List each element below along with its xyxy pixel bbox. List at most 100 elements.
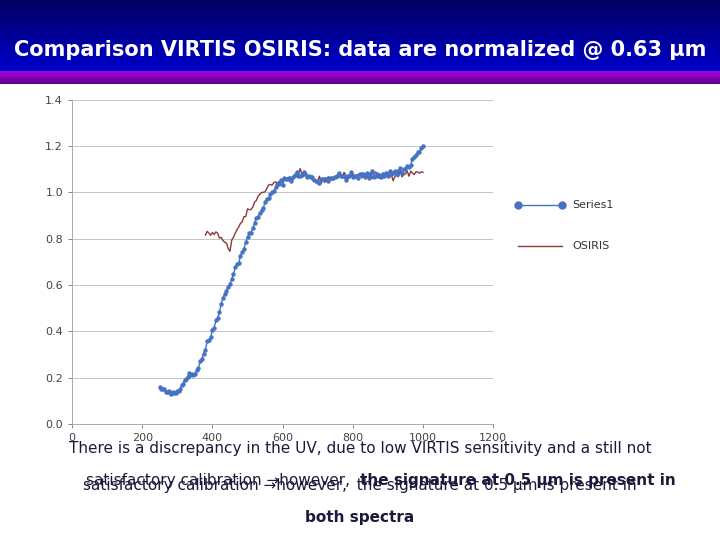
Series1 (280, 175, 289, 181)
OSIRIS (225, 248, 234, 255)
Bar (0, 71, 720, 72)
Bar (0, 76, 720, 77)
Bar (0, 15, 720, 16)
Bar (0, 16, 720, 17)
Bar (0, 70, 720, 71)
Bar (0, 47, 720, 48)
Series1 (412, 152, 420, 158)
Bar (0, 63, 720, 64)
Bar (0, 83, 720, 84)
OSIRIS (340, 169, 348, 176)
Bar (0, 22, 720, 23)
Series1 (419, 143, 428, 149)
Text: OSIRIS: OSIRIS (572, 241, 610, 251)
Text: satisfactory calibration →however,: satisfactory calibration →however, (86, 473, 360, 488)
Bar (0, 8, 720, 9)
Bar (0, 1, 720, 2)
Text: both spectra: both spectra (305, 510, 415, 525)
Bar (0, 82, 720, 83)
Text: There is a discrepancy in the UV, due to low VIRTIS sensitivity and a still not: There is a discrepancy in the UV, due to… (68, 441, 652, 456)
OSIRIS (419, 169, 428, 176)
OSIRIS (201, 232, 210, 238)
Bar (0, 36, 720, 37)
Bar (0, 23, 720, 24)
Bar (0, 31, 720, 32)
Series1 (338, 173, 346, 179)
Bar (0, 40, 720, 41)
Bar (0, 33, 720, 34)
Bar (0, 55, 720, 56)
OSIRIS (259, 189, 268, 195)
Bar (0, 53, 720, 55)
Bar (0, 18, 720, 19)
Bar (0, 19, 720, 21)
Bar (0, 66, 720, 67)
OSIRIS (253, 193, 262, 200)
Series1 (167, 391, 176, 397)
Bar (0, 41, 720, 42)
Bar (0, 50, 720, 51)
Bar (0, 48, 720, 49)
Text: Series1: Series1 (572, 200, 613, 210)
Bar (0, 43, 720, 44)
Bar (0, 38, 720, 39)
Bar (0, 75, 720, 76)
Bar (0, 14, 720, 15)
Bar (0, 29, 720, 30)
OSIRIS (392, 172, 401, 178)
Bar (0, 39, 720, 40)
OSIRIS (387, 172, 396, 178)
Bar (0, 56, 720, 57)
Series1 (390, 167, 399, 174)
Bar (0, 62, 720, 63)
Text: the signature at 0.5 μm is present in: the signature at 0.5 μm is present in (360, 473, 676, 488)
Bar (0, 7, 720, 8)
Series1 (156, 384, 164, 391)
Series1 (377, 174, 385, 180)
Bar (0, 6, 720, 7)
Bar (0, 10, 720, 11)
Bar (0, 11, 720, 12)
Bar (0, 78, 720, 79)
Bar (0, 35, 720, 36)
Bar (0, 25, 720, 26)
Bar (0, 3, 720, 4)
Bar (0, 0, 720, 1)
Bar (0, 73, 720, 74)
Text: satisfactory calibration →however,  the signature at 0.5 μm is present in: satisfactory calibration →however, the s… (84, 478, 636, 493)
Bar (0, 44, 720, 45)
Bar (0, 32, 720, 33)
Bar (0, 57, 720, 58)
Bar (0, 28, 720, 29)
Bar (0, 42, 720, 43)
OSIRIS (408, 170, 417, 176)
Bar (0, 12, 720, 14)
Bar (0, 5, 720, 6)
Bar (0, 45, 720, 46)
Bar (0, 81, 720, 82)
Bar (0, 64, 720, 65)
Bar (0, 52, 720, 53)
Bar (0, 74, 720, 75)
Bar (0, 60, 720, 62)
Line: Series1: Series1 (158, 144, 425, 396)
Bar (0, 46, 720, 47)
Bar (0, 58, 720, 59)
Bar (0, 9, 720, 10)
Bar (0, 34, 720, 35)
Bar (0, 49, 720, 50)
Bar (0, 68, 720, 69)
Bar (0, 21, 720, 22)
Bar (0, 37, 720, 38)
Bar (0, 24, 720, 25)
Bar (0, 77, 720, 78)
Bar (0, 65, 720, 66)
Bar (0, 67, 720, 68)
Bar (0, 79, 720, 80)
Bar (0, 80, 720, 81)
Text: Comparison VIRTIS OSIRIS: data are normalized @ 0.63 μm: Comparison VIRTIS OSIRIS: data are norma… (14, 40, 707, 60)
Bar (0, 17, 720, 18)
Bar (0, 59, 720, 60)
Bar (0, 4, 720, 5)
Series1 (394, 167, 402, 174)
